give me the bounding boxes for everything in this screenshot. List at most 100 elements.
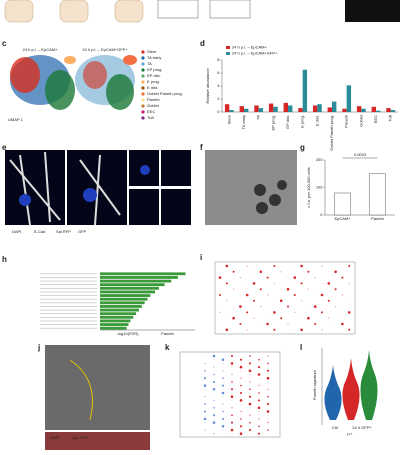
- x-tick-label: Paneth: [344, 115, 349, 128]
- dot: [204, 362, 206, 364]
- panel-label: e: [2, 143, 7, 152]
- dot: [258, 411, 260, 412]
- dot: [239, 399, 243, 402]
- x-tick-label: Ctrl: [332, 425, 338, 430]
- dot: [248, 369, 252, 373]
- bar: [334, 192, 351, 216]
- dot: [280, 271, 282, 273]
- dot: [203, 384, 207, 387]
- dot: [204, 422, 206, 423]
- dot: [239, 323, 242, 325]
- bar: [100, 283, 165, 287]
- dot: [266, 369, 270, 372]
- dot: [321, 329, 323, 331]
- dot: [212, 380, 216, 383]
- bar: [273, 106, 278, 112]
- bar: [100, 301, 145, 305]
- bar: [244, 108, 249, 112]
- dot: [267, 395, 269, 398]
- dot: [257, 366, 261, 369]
- dot: [267, 429, 269, 431]
- dot: [280, 288, 282, 290]
- dot: [219, 265, 221, 267]
- dot: [212, 388, 216, 391]
- dot: [222, 396, 224, 398]
- dot: [320, 293, 324, 297]
- dot: [267, 381, 269, 383]
- dot: [204, 389, 206, 390]
- dot: [259, 270, 263, 274]
- dot: [246, 311, 249, 314]
- umap-title: 24 h p.i. – EpCAM+GFP+: [82, 47, 128, 52]
- dot: [230, 388, 234, 391]
- dot: [273, 282, 276, 285]
- legend-swatch: [141, 50, 145, 54]
- dot: [213, 373, 215, 376]
- legend-swatch: [226, 52, 230, 55]
- bar: [288, 105, 293, 112]
- dot: [230, 395, 234, 399]
- legend-label: EP prog.: [147, 67, 163, 72]
- dot: [301, 317, 302, 319]
- dot: [321, 311, 323, 314]
- top-strip: [4, 0, 400, 23]
- dot: [294, 311, 296, 314]
- dot: [213, 426, 215, 427]
- dot: [240, 403, 242, 405]
- dot: [258, 385, 260, 387]
- dot: [226, 317, 228, 319]
- bar: [371, 106, 376, 112]
- bar: [100, 326, 127, 330]
- panel-label: g: [300, 143, 305, 152]
- panel-label: l: [300, 343, 302, 352]
- bar: [100, 312, 137, 316]
- dot: [222, 363, 224, 364]
- bar: [356, 106, 362, 112]
- dot: [213, 359, 215, 361]
- dot: [239, 432, 243, 436]
- dot: [231, 433, 233, 435]
- dot: [267, 388, 269, 390]
- x-tick-label: EP prog.: [270, 115, 275, 131]
- dot: [348, 328, 351, 331]
- dot: [239, 425, 243, 428]
- dot: [257, 432, 261, 435]
- dot: [239, 391, 243, 395]
- dot: [267, 355, 269, 357]
- dot: [334, 270, 337, 274]
- dot: [240, 418, 242, 420]
- dot: [307, 270, 310, 273]
- y-tick-label: 0: [320, 212, 323, 217]
- dot: [232, 288, 235, 290]
- dot: [341, 322, 344, 326]
- dot: [248, 362, 252, 365]
- umap-title: 24 h p.i. – EpCAM+: [23, 47, 58, 52]
- legend-label: E prog.: [147, 79, 160, 84]
- dot: [222, 370, 224, 372]
- x-axis-label: -log10(FDR): [116, 331, 139, 336]
- x-tick-label: Goblet Paneth prog.: [329, 115, 334, 151]
- bar: [100, 294, 151, 297]
- dot: [204, 355, 206, 357]
- dot: [328, 317, 330, 319]
- x-sublabel: p.i.: [347, 431, 352, 436]
- dot: [258, 418, 260, 420]
- y-tick-label: 2: [217, 96, 220, 101]
- bar: [254, 105, 259, 112]
- dot: [314, 323, 317, 325]
- y-tick-label: 6: [217, 70, 220, 75]
- dot: [249, 421, 251, 424]
- panel-label: j: [37, 343, 40, 352]
- dot: [230, 362, 234, 365]
- legend-label: EP dist.: [147, 73, 161, 78]
- x-tick-label: Goblet: [358, 114, 363, 127]
- dot: [213, 392, 215, 394]
- dot: [248, 395, 252, 398]
- bar: [100, 315, 134, 319]
- legend-label: Stem: [147, 49, 157, 54]
- legend-swatch: [141, 98, 145, 102]
- dot: [334, 305, 337, 308]
- dot: [249, 407, 251, 409]
- dot: [221, 417, 225, 420]
